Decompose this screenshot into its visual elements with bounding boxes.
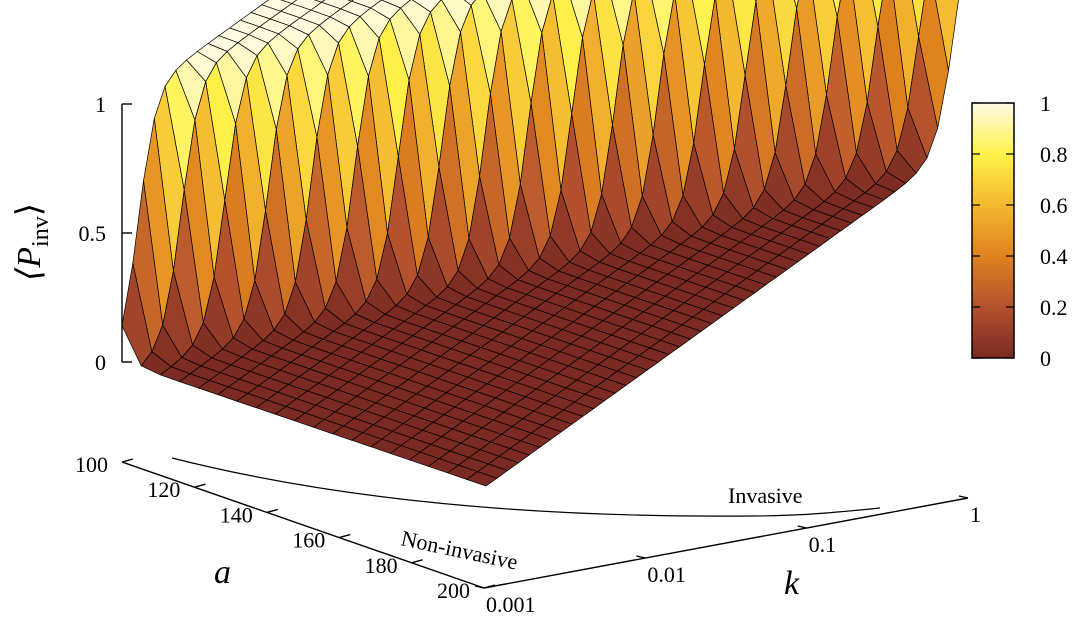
z-label-main: ⟨P <box>11 247 48 281</box>
colorbar-ticks: 0 0.2 0.4 0.6 0.8 1 <box>972 91 1068 371</box>
x-tick-label: 120 <box>147 477 180 502</box>
x-tick-label: 180 <box>365 553 398 578</box>
surface-facet <box>911 0 925 37</box>
z-tick-label: 1 <box>95 92 106 117</box>
colorbar-tick-label: 0.2 <box>1040 295 1068 320</box>
colorbar-tick-label: 0.6 <box>1040 193 1068 218</box>
z-axis-label: ⟨Pinv⟩ <box>11 203 54 281</box>
x-tick-mark <box>194 483 206 488</box>
y-tick-mark <box>474 585 485 589</box>
z-tick-label: 0.5 <box>79 221 107 246</box>
x-tick-label: 160 <box>292 528 325 553</box>
y-tick-label: 1 <box>970 502 981 527</box>
colorbar-tick-label: 0.8 <box>1040 142 1068 167</box>
z-tick-label: 0 <box>95 350 106 375</box>
y-tick-label: 0.1 <box>809 532 837 557</box>
svg-text:⟨Pinv⟩: ⟨Pinv⟩ <box>11 203 54 281</box>
x-tick-label: 100 <box>75 452 108 477</box>
x-tick-label: 140 <box>220 502 253 527</box>
surface-facet <box>833 0 841 18</box>
y-tick-mark <box>958 495 969 499</box>
surface-mesh <box>121 0 959 487</box>
colorbar-tick-label: 1 <box>1040 91 1051 116</box>
y-tick-label: 0.001 <box>486 592 536 617</box>
x-tick-mark <box>339 533 351 539</box>
y-axis-label: k <box>784 565 800 602</box>
x-tick-label: 200 <box>437 578 470 603</box>
y-tick-mark <box>636 555 646 559</box>
annotation-non-invasive: Non-invasive <box>399 525 520 574</box>
x-tick-mark <box>266 508 278 514</box>
annotation-invasive: Invasive <box>728 483 803 508</box>
surface-facet <box>793 0 799 9</box>
a-axis-line <box>121 461 485 589</box>
axes: 100 120 140 160 180 200 0.001 0.01 0.1 1 0 0.5 1 <box>75 92 981 617</box>
y-tick-mark <box>797 525 807 529</box>
surface-facet <box>466 471 498 487</box>
k-axis-line <box>483 497 969 589</box>
x-tick-mark <box>121 458 134 463</box>
z-label-close: ⟩ <box>11 203 48 216</box>
x-axis-label: a <box>214 554 231 591</box>
x-tick-mark <box>483 584 496 589</box>
colorbar: 0 0.2 0.4 0.6 0.8 1 <box>971 91 1068 371</box>
y-tick-label: 0.01 <box>647 562 686 587</box>
surface-facet <box>872 0 883 27</box>
phase-boundary-curve <box>171 457 881 517</box>
colorbar-tick-label: 0 <box>1040 346 1051 371</box>
x-tick-mark <box>411 559 423 564</box>
colorbar-tick-label: 0.4 <box>1040 244 1068 269</box>
colorbar-gradient <box>971 102 1015 359</box>
z-label-sub: inv <box>28 216 54 247</box>
